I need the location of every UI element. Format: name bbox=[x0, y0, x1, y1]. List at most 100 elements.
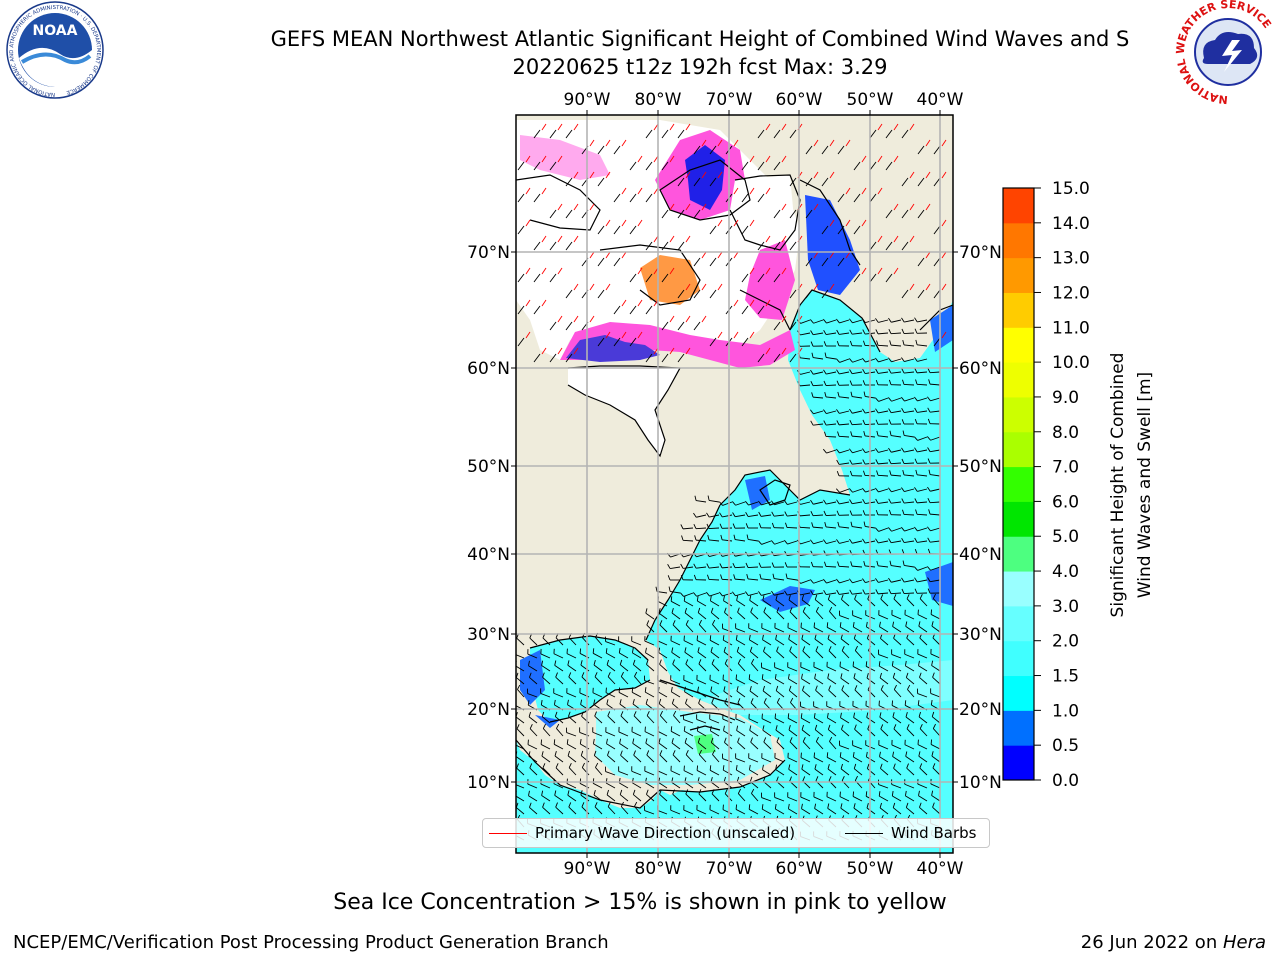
wind-barb bbox=[712, 624, 720, 633]
wind-barb bbox=[852, 410, 863, 414]
wind-barb-flag bbox=[684, 647, 687, 653]
wind-barb bbox=[658, 612, 668, 620]
wind-barb bbox=[839, 332, 850, 335]
wind-barb-flag bbox=[878, 661, 881, 667]
wind-barb bbox=[659, 754, 668, 763]
wind-barb-flag bbox=[875, 459, 879, 465]
wave-direction-arrow bbox=[669, 123, 675, 131]
wind-barb bbox=[597, 177, 605, 187]
wind-barb-flag bbox=[809, 579, 814, 584]
wind-barb-flag bbox=[849, 369, 853, 374]
wind-barb bbox=[658, 691, 668, 698]
wind-barb bbox=[763, 741, 772, 750]
wind-barb bbox=[840, 638, 850, 646]
wind-barb-flag bbox=[888, 458, 892, 464]
wind-barb-flag bbox=[746, 574, 749, 580]
wave-direction-arrow bbox=[893, 123, 899, 131]
wind-barb-flag bbox=[823, 420, 827, 426]
wind-barb bbox=[697, 691, 707, 698]
wind-barb bbox=[813, 757, 824, 763]
wind-barb-flag bbox=[762, 764, 764, 770]
wind-barb bbox=[722, 501, 733, 506]
wind-barb bbox=[516, 665, 525, 672]
wave-direction-arrow bbox=[765, 347, 771, 355]
wind-barb-flag bbox=[824, 561, 827, 567]
wind-barb-flag bbox=[789, 646, 792, 652]
wind-barb bbox=[734, 566, 746, 569]
wind-barb-flag bbox=[892, 751, 895, 757]
wind-barb-flag bbox=[733, 574, 736, 580]
wind-barb bbox=[800, 540, 811, 545]
wind-barb bbox=[671, 691, 681, 698]
wind-barb bbox=[673, 715, 681, 724]
wind-barb bbox=[879, 807, 889, 815]
wind-barb-flag bbox=[719, 563, 723, 569]
wind-barb bbox=[723, 781, 733, 789]
wind-barb-flag bbox=[718, 591, 723, 597]
wave-direction-arrow bbox=[829, 139, 835, 147]
wind-barb bbox=[696, 500, 707, 503]
wind-barb-flag bbox=[849, 510, 853, 516]
wind-barb-flag bbox=[724, 698, 728, 704]
wind-barb bbox=[852, 744, 863, 750]
wind-barb bbox=[787, 796, 798, 802]
wind-barb bbox=[815, 741, 824, 750]
wind-barb-flag bbox=[751, 658, 755, 664]
wind-barb bbox=[787, 577, 798, 581]
lon-label-top: 80°W bbox=[635, 90, 682, 110]
wind-barb bbox=[549, 273, 557, 283]
wind-barb-flag bbox=[930, 739, 933, 745]
wind-barb-flag bbox=[914, 447, 918, 453]
wind-barb-flag bbox=[854, 594, 857, 600]
wind-barb bbox=[620, 715, 629, 724]
wind-barb-flag bbox=[694, 495, 697, 501]
wind-barb bbox=[919, 728, 928, 737]
wind-barb-flag bbox=[775, 595, 778, 601]
wind-barb bbox=[775, 808, 785, 815]
wind-barb bbox=[567, 664, 577, 672]
wind-barb-flag bbox=[906, 763, 909, 769]
wind-barb-flag bbox=[902, 340, 905, 346]
footer-date-text: 26 Jun 2022 on bbox=[1080, 932, 1223, 953]
wave-direction-arrow bbox=[717, 139, 723, 147]
wave-direction-arrow bbox=[845, 187, 851, 195]
wind-barb bbox=[606, 664, 616, 672]
wind-barb bbox=[773, 273, 781, 283]
wind-barb-flag bbox=[605, 648, 608, 654]
wind-barb-flag bbox=[863, 391, 866, 397]
wind-barb bbox=[528, 665, 538, 672]
wind-barb-flag bbox=[928, 379, 931, 385]
wind-barb-flag bbox=[516, 724, 520, 729]
wave-direction-arrow bbox=[765, 267, 771, 275]
wave-direction-arrow bbox=[557, 235, 563, 243]
wind-barb-flag bbox=[517, 684, 521, 690]
wind-barb bbox=[853, 807, 863, 815]
colorbar-tick-label: 1.5 bbox=[1052, 667, 1079, 687]
wind-barb-flag bbox=[931, 660, 934, 666]
wind-barb bbox=[741, 161, 749, 171]
colorbar-swatch bbox=[1003, 710, 1034, 746]
wind-barb bbox=[709, 566, 720, 569]
wave-direction-arrow bbox=[877, 267, 883, 275]
wind-barb-flag bbox=[889, 560, 892, 566]
wind-barb bbox=[555, 716, 564, 724]
wind-barb bbox=[645, 353, 653, 363]
wind-barb bbox=[906, 807, 915, 815]
wind-barb-flag bbox=[888, 317, 892, 323]
wave-direction-arrow bbox=[813, 139, 819, 147]
wind-barb bbox=[821, 257, 829, 267]
wind-barb bbox=[594, 755, 603, 763]
wind-barb bbox=[787, 757, 798, 763]
wind-barb-flag bbox=[849, 380, 853, 386]
wind-barb bbox=[565, 177, 573, 187]
wind-barb-flag bbox=[632, 789, 636, 795]
wind-barb bbox=[821, 145, 829, 155]
wind-barb bbox=[735, 757, 746, 763]
wind-barb-flag bbox=[901, 447, 905, 453]
wind-barb-flag bbox=[862, 318, 866, 323]
wind-barb-flag bbox=[646, 789, 649, 795]
wind-barb bbox=[711, 793, 720, 802]
wind-barb bbox=[917, 319, 928, 323]
wind-barb-flag bbox=[888, 408, 892, 413]
wave-direction-arrow bbox=[605, 171, 611, 179]
